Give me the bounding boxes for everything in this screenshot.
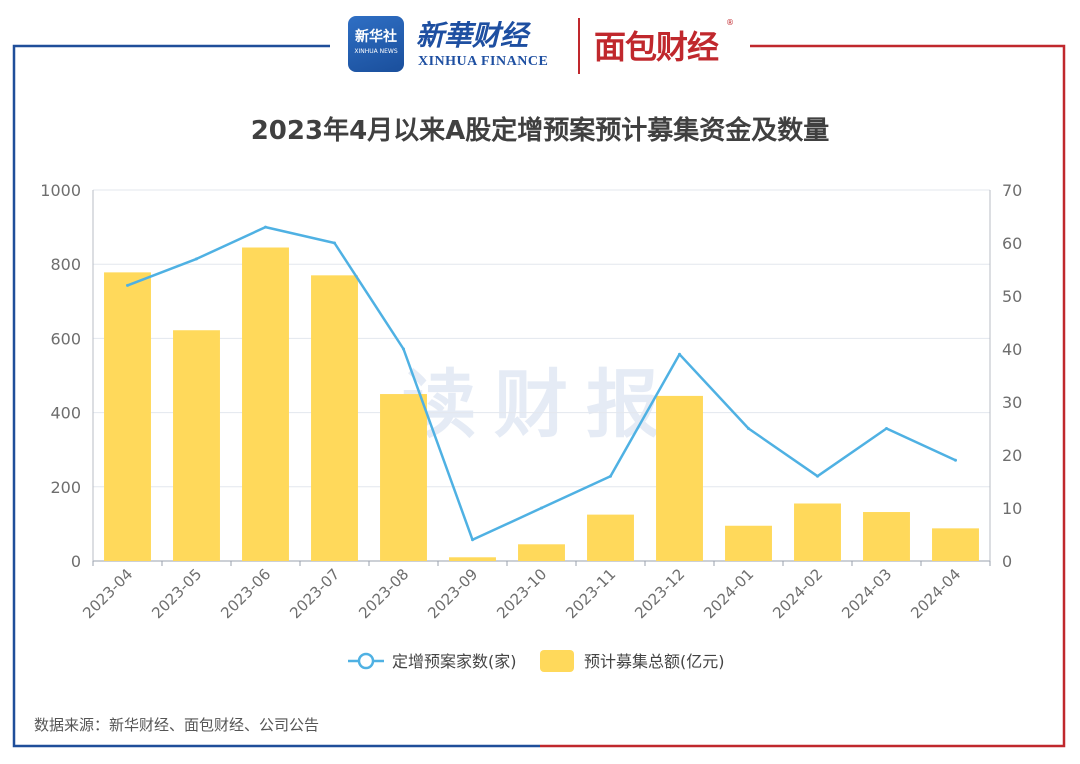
- xinhua-badge-sub: XINHUA NEWS: [354, 48, 398, 55]
- xinhua-finance-logo-text: 新華财经: [416, 19, 529, 52]
- logo-separator: [578, 18, 580, 74]
- data-source: 数据来源：新华财经、面包财经、公司公告: [34, 716, 320, 734]
- chart-title: 2023年4月以来A股定增预案预计募集资金及数量: [250, 116, 830, 146]
- xinhua-finance-english: XINHUA FINANCE: [418, 54, 549, 69]
- frame-right-border: [540, 44, 1066, 748]
- registered-mark: ®: [726, 18, 734, 27]
- frame-left-border: [12, 44, 540, 748]
- mianbao-finance-logo: 面包财经: [594, 28, 719, 66]
- xinhua-badge-main: 新华社: [355, 29, 397, 45]
- xinhua-news-logo: 新华社 XINHUA NEWS: [348, 16, 404, 72]
- brand-header: 新华社 XINHUA NEWS 新華财经 XINHUA FINANCE 面包财经…: [330, 8, 750, 78]
